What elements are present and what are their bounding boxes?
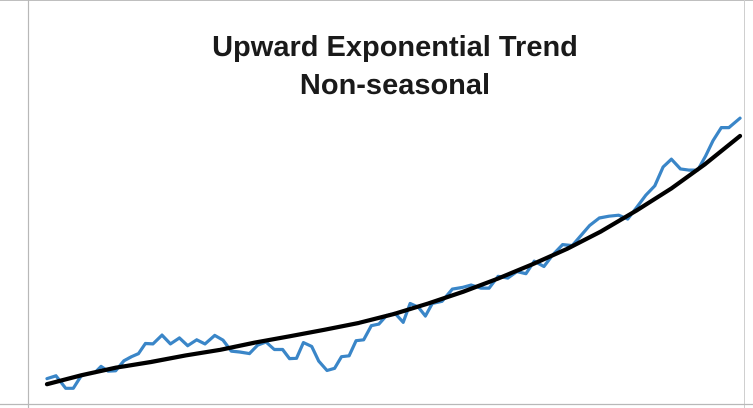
series-layer bbox=[44, 116, 743, 390]
chart-title: Upward Exponential Trend Non-seasonal bbox=[0, 28, 753, 104]
series-line-actual bbox=[45, 116, 742, 390]
chart-title-line-2: Non-seasonal bbox=[299, 69, 491, 101]
chart-title-line-1: Upward Exponential Trend bbox=[212, 31, 578, 63]
series-line-trend bbox=[44, 133, 743, 387]
